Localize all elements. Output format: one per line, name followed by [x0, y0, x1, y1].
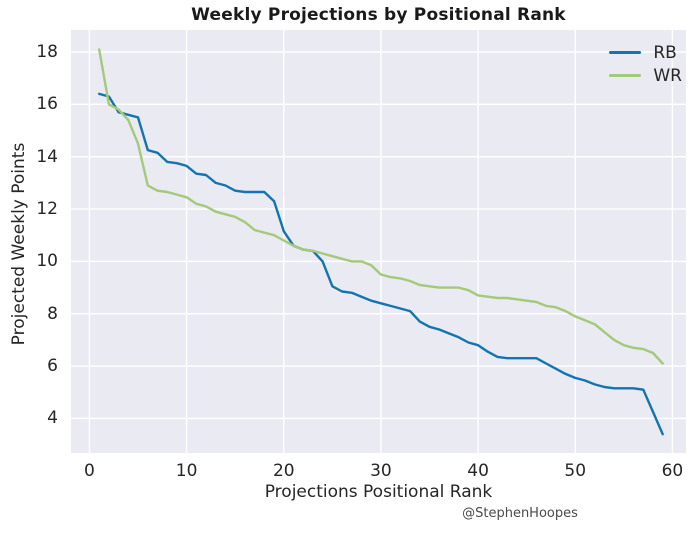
legend: RB WR: [609, 41, 682, 87]
axes-background: [71, 30, 686, 453]
y-tick-label-16: 16: [36, 94, 58, 115]
x-tick-label-20: 20: [272, 461, 295, 481]
y-tick-label-10: 10: [36, 251, 58, 272]
x-tick-label-10: 10: [175, 461, 198, 481]
x-tick-label-0: 0: [84, 461, 95, 481]
x-tick-label-30: 30: [370, 461, 392, 481]
y-tick-label-4: 4: [47, 408, 58, 429]
legend-label-rb: RB: [653, 42, 677, 63]
y-tick-label-18: 18: [36, 41, 58, 62]
legend-item-wr: WR: [609, 64, 682, 87]
legend-item-rb: RB: [609, 41, 682, 64]
y-tick-label-8: 8: [47, 303, 58, 324]
x-tick-label-50: 50: [564, 461, 587, 481]
legend-label-wr: WR: [653, 65, 682, 86]
watermark-credit: @StephenHoopes: [462, 506, 578, 521]
wr-line: [97, 48, 664, 365]
x-tick-label-60: 60: [661, 461, 684, 481]
y-tick-label-12: 12: [36, 199, 58, 220]
y-tick-label-14: 14: [36, 146, 58, 167]
chart-title: Weekly Projections by Positional Rank: [191, 5, 566, 25]
rb-line: [97, 92, 664, 436]
x-tick-label-40: 40: [467, 461, 489, 481]
y-tick-label-6: 6: [47, 356, 58, 377]
wr-line-swatch: [609, 74, 642, 77]
x-axis-label: Projections Positional Rank: [264, 482, 493, 502]
rb-line-swatch: [609, 51, 642, 54]
y-axis-label: Projected Weekly Points: [9, 142, 29, 346]
